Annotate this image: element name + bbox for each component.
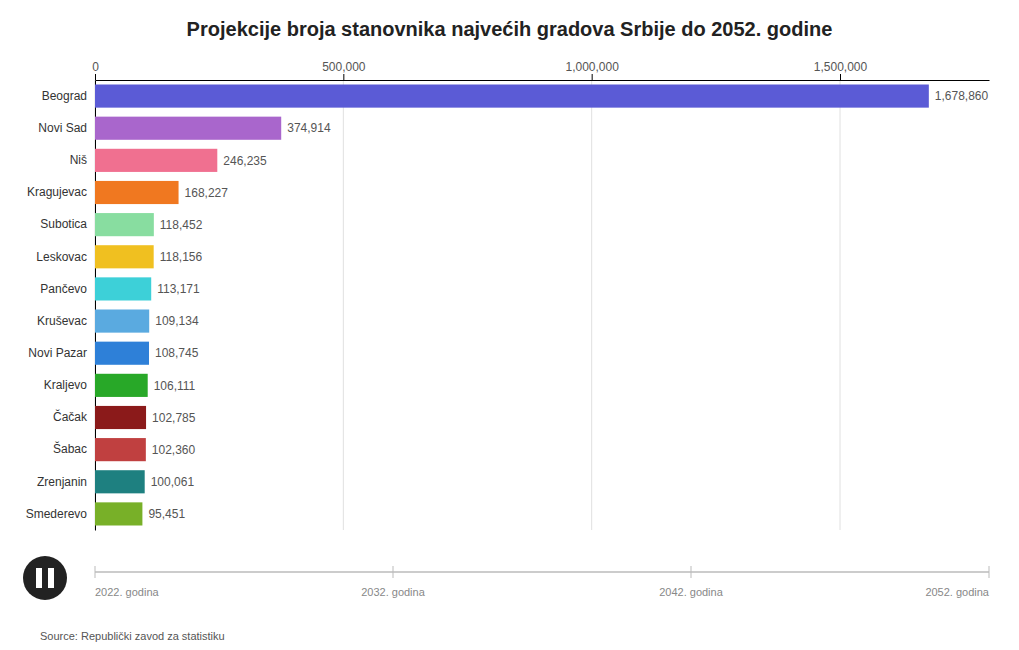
bar (95, 245, 154, 268)
tick-label: Kruševac (37, 314, 87, 328)
y-axis: Beograd Novi Sad Niš Kragujevac Subotica Lesk… (26, 81, 96, 531)
plot: 0 500,000 1,000,000 1,500,000 Beograd Novi Sa… (26, 60, 990, 531)
tick-label: Šabac (53, 441, 87, 456)
tick-label: Kraljevo (44, 378, 88, 392)
pause-button-circle[interactable] (23, 556, 67, 600)
grid-line (343, 80, 344, 530)
axis-line (95, 81, 96, 531)
tick-label: 1,500,000 (814, 60, 868, 74)
timeline: 2022. godina 2032. godina 2042. godina 2052… (95, 566, 990, 598)
bar (95, 117, 281, 140)
tick-label: Leskovac (36, 250, 87, 264)
pause-button-bar[interactable] (36, 568, 42, 588)
tick: Pančevo (40, 282, 87, 296)
bar (95, 470, 145, 493)
data-label: 95,451 (148, 507, 185, 521)
axis-line (96, 80, 990, 81)
data-label: 108,745 (155, 346, 199, 360)
tick: Novi Pazar (28, 346, 87, 360)
tick: Šabac (53, 441, 87, 456)
tick-label: 0 (92, 60, 99, 74)
tick-label: 500,000 (322, 60, 366, 74)
bar (95, 213, 154, 236)
data-label: 118,156 (160, 250, 203, 264)
timeline-label: 2022. godina (95, 586, 159, 598)
tick-label: Novi Pazar (28, 346, 87, 360)
data-label: 246,235 (223, 154, 267, 168)
tick: 1,000,000 (565, 60, 619, 80)
tick-label: Subotica (40, 217, 87, 231)
tick-label: Beograd (42, 89, 87, 103)
data-label: 100,061 (151, 475, 195, 489)
bars (95, 85, 929, 526)
title: Projekcije broja stanovnika najvećih gra… (187, 18, 833, 40)
timeline-tick (393, 566, 394, 578)
data-label: 1,678,860 (935, 89, 989, 103)
tick-label: 1,000,000 (565, 60, 619, 74)
tick-mark (95, 74, 96, 80)
grid (95, 80, 840, 530)
timeline-line (95, 571, 989, 573)
tick: 1,500,000 (814, 60, 868, 80)
tick: Kruševac (37, 314, 87, 328)
tick: Kraljevo (44, 378, 88, 392)
timeline-tick (989, 566, 990, 578)
tick: 500,000 (322, 60, 366, 80)
timeline-tick (691, 566, 692, 578)
data-label: 109,134 (155, 314, 199, 328)
grid-line (840, 80, 841, 530)
grid-line (591, 80, 592, 530)
bar (95, 374, 148, 397)
data-labels: 1,678,860 374,914 246,235 168,227 118,452 118… (148, 89, 988, 521)
timeline-label: 2032. godina (361, 586, 425, 598)
data-label: 374,914 (287, 121, 331, 135)
pause-button[interactable] (23, 556, 67, 600)
timeline-label: 2042. godina (659, 586, 723, 598)
timeline-tick (95, 566, 96, 578)
pause-button-bar[interactable] (48, 568, 54, 588)
source: Source: Republički zavod za statistiku (40, 630, 225, 642)
data-label: 102,785 (152, 411, 196, 425)
bar (95, 342, 149, 365)
tick: Subotica (40, 217, 87, 231)
x-axis: 0 500,000 1,000,000 1,500,000 (92, 60, 989, 81)
tick: Zrenjanin (37, 475, 87, 489)
bar (95, 406, 146, 429)
data-label: 168,227 (185, 186, 229, 200)
tick-label: Pančevo (40, 282, 87, 296)
bar (95, 85, 929, 108)
grid-line (95, 80, 96, 530)
tick: Kragujevac (27, 185, 87, 199)
tick: Smederevo (26, 507, 88, 521)
tick-mark (840, 74, 841, 80)
tick-mark (343, 74, 344, 80)
tick: Novi Sad (38, 121, 87, 135)
chart: Projekcije broja stanovnika najvećih gra… (0, 0, 1019, 650)
tick: 0 (92, 60, 99, 80)
tick: Niš (70, 153, 87, 167)
data-label: 102,360 (152, 443, 196, 457)
bar (95, 438, 146, 461)
tick: Čačak (53, 409, 88, 424)
tick: Beograd (42, 89, 87, 103)
tick-label: Čačak (53, 409, 88, 424)
tick-mark (592, 74, 593, 80)
timeline-label: 2052. godina (925, 586, 989, 598)
tick: Leskovac (36, 250, 87, 264)
bar (95, 502, 142, 525)
bar (95, 181, 179, 204)
tick-label: Novi Sad (38, 121, 87, 135)
bar (95, 149, 217, 172)
tick-label: Kragujevac (27, 185, 87, 199)
data-label: 118,452 (160, 218, 203, 232)
bar (95, 310, 149, 333)
tick-label: Smederevo (26, 507, 88, 521)
data-label: 106,111 (154, 379, 196, 393)
data-label: 113,171 (157, 282, 200, 296)
tick-label: Zrenjanin (37, 475, 87, 489)
bar (95, 277, 151, 300)
tick-label: Niš (70, 153, 87, 167)
